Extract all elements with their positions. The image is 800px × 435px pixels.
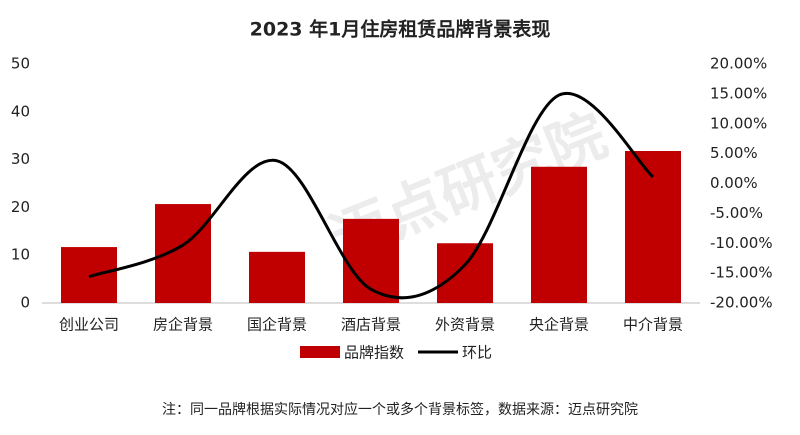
legend-label: 品牌指数 bbox=[344, 344, 404, 362]
y2-tick-label: 10.00% bbox=[710, 114, 767, 132]
y-tick-label: 50 bbox=[11, 55, 30, 73]
y-tick-label: 10 bbox=[11, 246, 30, 264]
note: 注：同一品牌根据实际情况对应一个或多个背景标签，数据来源：迈点研究院 bbox=[162, 401, 638, 418]
x-tick-label: 创业公司 bbox=[59, 316, 119, 334]
y-tick-label: 20 bbox=[11, 198, 30, 216]
y-tick-label: 30 bbox=[11, 150, 30, 168]
legend-label: 环比 bbox=[462, 344, 492, 362]
chart-title: 2023 年1月住房租赁品牌背景表现 bbox=[250, 18, 551, 41]
bar bbox=[249, 251, 305, 303]
line bbox=[88, 91, 655, 300]
y2-tick-label: 0.00% bbox=[710, 174, 758, 192]
bar bbox=[625, 150, 681, 303]
legend-swatch bbox=[300, 346, 340, 358]
y2-tick-label: -20.00% bbox=[710, 294, 773, 312]
y2-tick-label: 5.00% bbox=[710, 144, 758, 162]
y-tick-label: 0 bbox=[20, 294, 30, 312]
x-tick-label: 中介背景 bbox=[623, 316, 683, 334]
y-tick-label: 40 bbox=[11, 102, 30, 120]
x-tick-label: 国企背景 bbox=[247, 316, 307, 334]
bar bbox=[531, 166, 587, 303]
bar bbox=[437, 243, 493, 303]
x-tick-label: 酒店背景 bbox=[341, 316, 401, 334]
y2-tick-label: 20.00% bbox=[710, 55, 767, 73]
bar bbox=[61, 247, 117, 303]
y2-tick-label: 15.00% bbox=[710, 84, 767, 102]
y2-tick-label: -15.00% bbox=[710, 264, 773, 282]
x-tick-label: 央企背景 bbox=[529, 316, 589, 334]
y2-tick-label: -10.00% bbox=[710, 234, 773, 252]
x-tick-label: 房企背景 bbox=[153, 316, 213, 334]
x-tick-label: 外资背景 bbox=[435, 316, 495, 334]
y2-tick-label: -5.00% bbox=[710, 204, 763, 222]
